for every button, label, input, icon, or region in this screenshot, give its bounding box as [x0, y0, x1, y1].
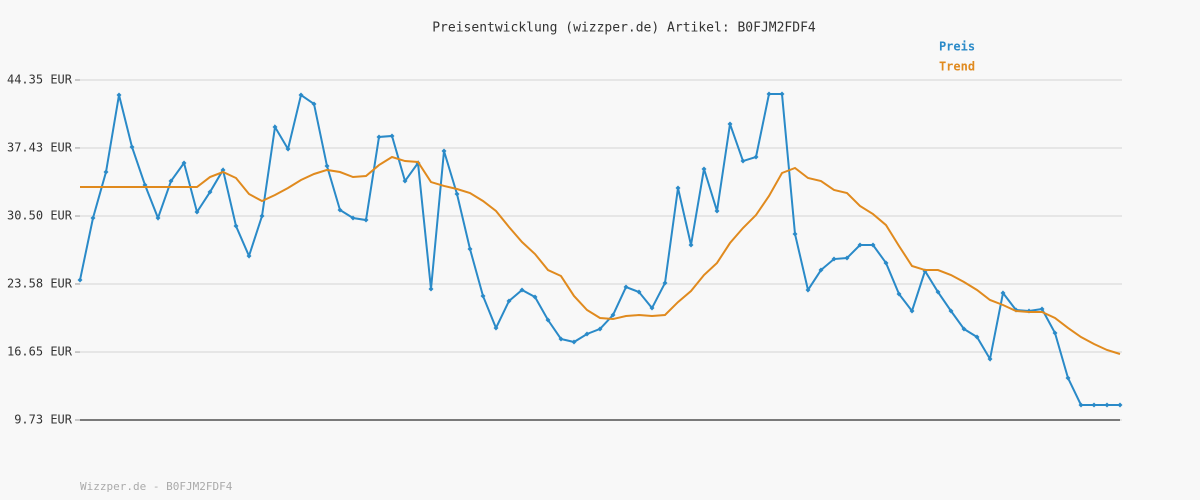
point-marker — [77, 277, 83, 283]
point-marker — [688, 242, 694, 248]
point-marker — [311, 101, 317, 107]
point-marker — [363, 217, 369, 223]
point-marker — [155, 215, 161, 221]
point-marker — [467, 246, 473, 252]
footer: Wizzper.de - B0FJM2FDF4 — [80, 480, 233, 493]
y-tick-label: 44.35 EUR — [7, 73, 73, 87]
point-marker — [649, 305, 655, 311]
point-marker — [831, 256, 837, 262]
point-marker — [181, 160, 187, 166]
point-marker — [974, 334, 980, 340]
point-marker — [714, 208, 720, 214]
y-tick-label: 30.50 EUR — [7, 209, 73, 223]
point-marker — [194, 209, 200, 215]
point-marker — [493, 325, 499, 331]
point-marker — [506, 298, 512, 304]
point-marker — [1078, 402, 1084, 408]
point-marker — [207, 189, 213, 195]
point-marker — [246, 253, 252, 259]
point-marker — [571, 339, 577, 345]
point-marker — [610, 312, 616, 318]
point-marker — [935, 289, 941, 295]
y-tick-label: 16.65 EUR — [7, 345, 73, 359]
point-marker — [1065, 375, 1071, 381]
point-marker — [454, 191, 460, 197]
point-marker — [129, 144, 135, 150]
point-marker — [402, 178, 408, 184]
point-marker — [272, 124, 278, 130]
point-marker — [779, 91, 785, 97]
point-marker — [766, 91, 772, 97]
point-marker — [948, 308, 954, 314]
point-marker — [701, 166, 707, 172]
point-marker — [584, 331, 590, 337]
point-marker — [116, 92, 122, 98]
point-marker — [324, 163, 330, 169]
point-marker — [857, 242, 863, 248]
point-marker — [961, 326, 967, 332]
point-marker — [376, 134, 382, 140]
series-line — [80, 155, 1121, 355]
point-marker — [1117, 402, 1123, 408]
point-marker — [337, 207, 343, 213]
point-marker — [350, 215, 356, 221]
point-marker — [623, 284, 629, 290]
point-marker — [792, 231, 798, 237]
point-marker — [818, 267, 824, 273]
point-marker — [532, 294, 538, 300]
y-tick-label: 23.58 EUR — [7, 276, 73, 290]
legend-label: Trend — [939, 60, 975, 74]
point-marker — [103, 169, 109, 175]
point-marker — [168, 178, 174, 184]
point-marker — [662, 280, 668, 286]
point-marker — [220, 167, 226, 173]
point-marker — [896, 291, 902, 297]
legend-label: Preis — [939, 40, 975, 54]
point-marker — [844, 255, 850, 261]
point-marker — [428, 286, 434, 292]
point-marker — [870, 242, 876, 248]
point-marker — [740, 158, 746, 164]
point-marker — [90, 215, 96, 221]
point-marker — [909, 308, 915, 314]
point-marker — [1091, 402, 1097, 408]
point-marker — [298, 92, 304, 98]
y-tick-label: 9.73 EUR — [14, 413, 73, 427]
point-marker — [675, 185, 681, 191]
chart-title: Preisentwicklung (wizzper.de) Artikel: B… — [432, 21, 816, 36]
point-marker — [259, 213, 265, 219]
point-marker — [1039, 306, 1045, 312]
point-marker — [389, 133, 395, 139]
point-marker — [883, 260, 889, 266]
point-marker — [441, 148, 447, 154]
point-marker — [987, 356, 993, 362]
point-marker — [558, 336, 564, 342]
y-tick-label: 37.43 EUR — [7, 140, 73, 154]
point-marker — [805, 287, 811, 293]
point-marker — [545, 317, 551, 323]
point-marker — [753, 154, 759, 160]
point-marker — [519, 287, 525, 293]
point-marker — [727, 121, 733, 127]
point-marker — [285, 146, 291, 152]
point-marker — [1052, 330, 1058, 336]
point-marker — [636, 289, 642, 295]
point-marker — [597, 326, 603, 332]
point-marker — [480, 293, 486, 299]
point-marker — [233, 223, 239, 229]
point-marker — [1104, 402, 1110, 408]
point-marker — [1000, 290, 1006, 296]
